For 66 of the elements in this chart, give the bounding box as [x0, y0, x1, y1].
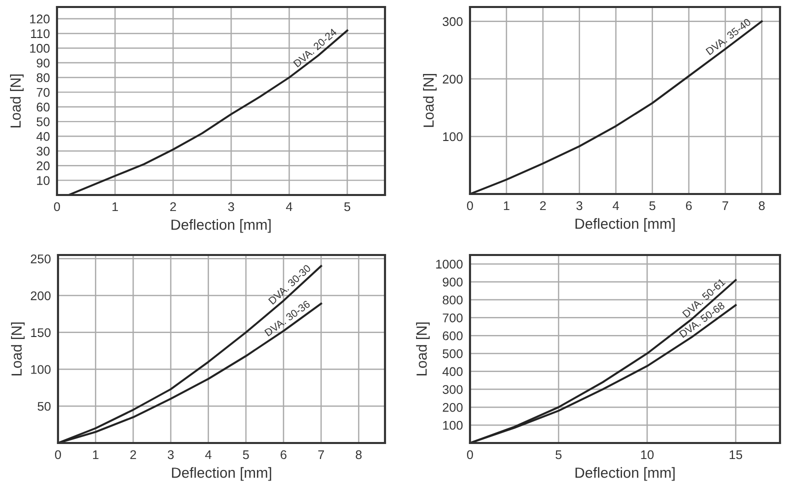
y-tick-label: 150	[31, 328, 51, 338]
x-tick-label: 10	[641, 450, 654, 460]
x-tick-label: 6	[686, 201, 692, 210]
x-tick-label: 0	[54, 202, 60, 212]
y-tick-label: 120	[30, 14, 50, 24]
y-tick-label: 30	[36, 146, 50, 156]
x-tick-label: 15	[730, 450, 742, 460]
x-tick-label: 3	[576, 201, 582, 210]
y-tick-label: 500	[442, 349, 463, 358]
y-tick-label: 100	[443, 420, 463, 430]
y-tick-label: 200	[30, 291, 51, 300]
y-tick-label: 100	[31, 365, 51, 374]
y-tick-label: 100	[30, 44, 50, 53]
x-tick-label: 8	[758, 201, 765, 210]
y-tick-label: 10	[37, 176, 50, 185]
y-tick-label: 200	[442, 74, 463, 84]
x-axis-title: Deflection [mm]	[576, 218, 675, 232]
y-tick-label: 20	[36, 161, 50, 170]
y-tick-label: 600	[442, 331, 463, 340]
y-axis-title: Load [N]	[11, 322, 25, 376]
y-tick-label: 90	[36, 58, 50, 68]
x-tick-label: 0	[467, 450, 473, 460]
y-tick-label: 300	[442, 385, 463, 394]
y-tick-label: 300	[442, 17, 463, 26]
x-tick-label: 0	[55, 450, 61, 460]
x-tick-label: 5	[344, 202, 350, 212]
y-tick-label: 100	[443, 132, 463, 142]
x-tick-label: 2	[540, 201, 546, 210]
y-axis-title: Load [N]	[10, 74, 24, 128]
x-tick-label: 2	[130, 450, 136, 460]
x-tick-label: 7	[722, 201, 728, 210]
y-tick-label: 1000	[436, 260, 463, 269]
y-tick-label: 250	[30, 254, 51, 264]
y-tick-label: 80	[36, 73, 50, 82]
y-tick-label: 60	[36, 102, 50, 112]
x-tick-label: 5	[556, 450, 562, 460]
y-tick-label: 110	[31, 29, 50, 38]
x-tick-label: 5	[649, 201, 656, 210]
x-tick-label: 8	[356, 450, 362, 460]
x-tick-label: 7	[318, 450, 324, 460]
x-tick-label: 5	[242, 450, 249, 460]
x-tick-label: 3	[168, 450, 174, 460]
x-tick-label: 4	[286, 202, 292, 212]
x-tick-label: 3	[228, 202, 234, 212]
x-tick-label: 2	[170, 202, 176, 212]
y-tick-label: 900	[442, 278, 463, 287]
y-tick-label: 400	[442, 367, 463, 376]
x-axis-title: Deflection [mm]	[172, 219, 271, 233]
x-tick-label: 4	[612, 201, 619, 210]
y-tick-label: 70	[36, 88, 50, 97]
y-tick-label: 50	[38, 402, 51, 411]
y-axis-title: Load [N]	[423, 74, 437, 127]
x-tick-label: 1	[93, 450, 98, 460]
y-tick-label: 700	[442, 313, 463, 322]
x-axis-title: Deflection [mm]	[172, 467, 272, 481]
y-tick-label: 800	[442, 296, 463, 304]
y-tick-label: 200	[442, 402, 463, 412]
x-tick-label: 6	[280, 450, 286, 460]
y-tick-label: 40	[36, 132, 50, 141]
x-tick-label: 0	[467, 201, 473, 210]
y-tick-label: 50	[36, 117, 50, 126]
x-tick-label: 1	[504, 201, 510, 210]
x-tick-label: 1	[112, 202, 118, 212]
y-axis-title: Load [N]	[416, 322, 430, 376]
x-axis-title: Deflection [mm]	[576, 467, 675, 481]
x-tick-label: 4	[205, 450, 212, 460]
